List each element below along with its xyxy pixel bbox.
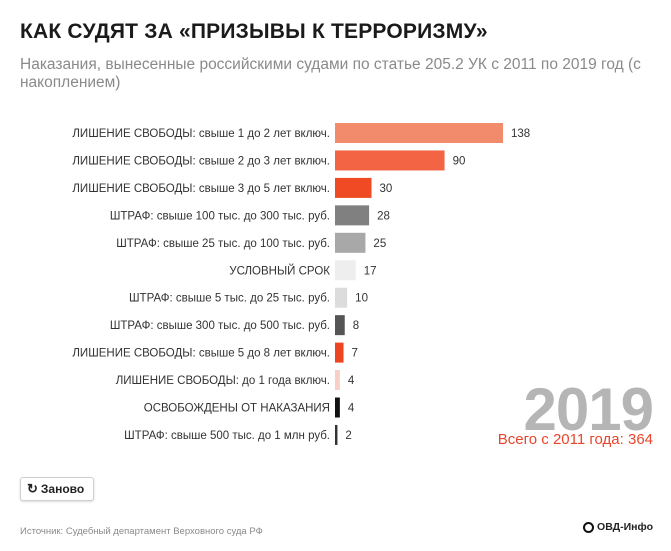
- category-label: ОСВОБОЖДЕНЫ ОТ НАКАЗАНИЯ: [144, 403, 330, 415]
- replay-label: Заново: [40, 482, 85, 496]
- bar: [335, 315, 345, 336]
- value-label: 17: [364, 265, 377, 277]
- value-label: 7: [352, 348, 358, 360]
- category-label: ЛИШЕНИЕ СВОБОДЫ: свыше 3 до 5 лет включ.: [72, 183, 330, 195]
- bar: [335, 177, 372, 198]
- logo-text: ОВД-Инфо: [597, 521, 653, 533]
- bar: [335, 370, 340, 391]
- bar: [335, 232, 366, 253]
- bar: [335, 287, 348, 308]
- value-label: 90: [453, 155, 466, 167]
- category-label: ШТРАФ: свыше 300 тыс. до 500 тыс. руб.: [110, 320, 330, 332]
- category-label: ШТРАФ: свыше 25 тыс. до 100 тыс. руб.: [116, 238, 330, 250]
- year-label: 2019: [523, 376, 654, 443]
- category-label: ШТРАФ: свыше 5 тыс. до 25 тыс. руб.: [129, 293, 330, 305]
- bar: [335, 342, 344, 363]
- category-label: ЛИШЕНИЕ СВОБОДЫ: до 1 года включ.: [116, 375, 330, 387]
- replay-icon: ↻: [27, 481, 38, 496]
- category-label: ШТРАФ: свыше 500 тыс. до 1 млн руб.: [124, 430, 330, 442]
- value-label: 25: [373, 238, 386, 250]
- value-label: 10: [355, 293, 368, 305]
- ovd-info-logo: ОВД-Инфо: [583, 521, 653, 533]
- category-label: ШТРАФ: свыше 100 тыс. до 300 тыс. руб.: [110, 210, 330, 222]
- bar-chart: ЛИШЕНИЕ СВОБОДЫ: свыше 1 до 2 лет включ.…: [72, 123, 530, 445]
- total-label: Всего с 2011 года: 364: [497, 431, 653, 448]
- value-label: 4: [348, 403, 355, 415]
- category-label: ЛИШЕНИЕ СВОБОДЫ: свыше 2 до 3 лет включ.: [72, 155, 330, 167]
- logo-circle-icon: [583, 521, 595, 533]
- bar: [335, 260, 356, 281]
- replay-button[interactable]: ↻ Заново: [20, 477, 95, 501]
- bar: [335, 397, 340, 418]
- value-label: 8: [353, 320, 359, 332]
- value-label: 28: [377, 210, 390, 222]
- source-note: Источник: Судебный департамент Верховног…: [20, 526, 263, 537]
- bar: [335, 123, 503, 143]
- value-label: 4: [348, 375, 355, 387]
- value-label: 2: [345, 430, 351, 442]
- chart-title: КАК СУДЯТ ЗА «ПРИЗЫВЫ К ТЕРРОРИЗМУ»: [20, 20, 488, 43]
- category-label: УСЛОВНЫЙ СРОК: [229, 264, 330, 277]
- category-label: ЛИШЕНИЕ СВОБОДЫ: свыше 5 до 8 лет включ.: [72, 348, 330, 360]
- bar: [335, 150, 445, 171]
- chart-subtitle: Наказания, вынесенные российскими судами…: [20, 56, 641, 91]
- value-label: 138: [511, 128, 530, 140]
- category-label: ЛИШЕНИЕ СВОБОДЫ: свыше 1 до 2 лет включ.: [72, 128, 330, 140]
- bar: [335, 424, 338, 445]
- bar: [335, 205, 370, 226]
- value-label: 30: [380, 183, 393, 195]
